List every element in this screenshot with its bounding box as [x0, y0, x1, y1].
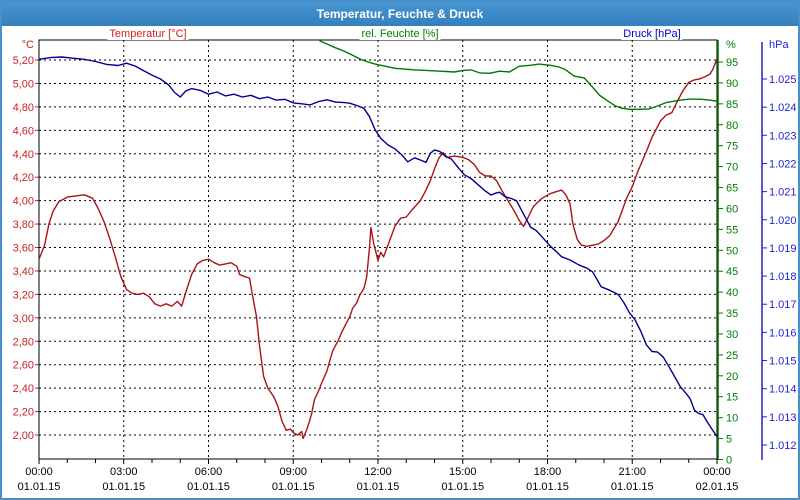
x-axis-date-label: 01.01.15: [441, 481, 484, 493]
pressure-axis-tick-label: 1.021: [769, 187, 797, 199]
humidity-axis-tick-label: 85: [726, 99, 738, 111]
x-axis-date-label: 01.01.15: [611, 481, 654, 493]
pressure-axis-tick-label: 1.013: [769, 412, 797, 424]
humidity-axis-tick-label: 65: [726, 183, 738, 195]
temp-axis-tick-label: 2,40: [13, 383, 34, 395]
temp-axis-tick-label: 4,60: [13, 125, 34, 137]
title-bar: Temperatur, Feuchte & Druck: [2, 2, 798, 26]
temp-axis-header: °C: [22, 39, 34, 51]
humidity-axis-tick-label: 60: [726, 203, 738, 215]
temp-axis-tick-label: 4,80: [13, 102, 34, 114]
pressure-axis-tick-label: 1.015: [769, 356, 797, 368]
temp-axis-tick-label: 2,20: [13, 407, 34, 419]
humidity-axis-tick-label: 30: [726, 329, 738, 341]
series-label-humidity: rel. Feuchte [%]: [359, 28, 441, 40]
x-axis-date-label: 01.01.15: [526, 481, 569, 493]
temp-axis-tick-label: 2,80: [13, 336, 34, 348]
x-axis-time-label: 15:00: [449, 466, 477, 478]
temp-axis-tick-label: 5,00: [13, 78, 34, 90]
x-axis-time-label: 18:00: [534, 466, 562, 478]
x-axis-time-label: 00:00: [703, 466, 731, 478]
humidity-axis-tick-label: 70: [726, 162, 738, 174]
x-axis-date-label: 02.01.15: [696, 481, 739, 493]
pressure-axis-tick-label: 1.022: [769, 158, 797, 170]
temp-axis-tick-label: 3,40: [13, 266, 34, 278]
humidity-axis-tick-label: 10: [726, 413, 738, 425]
pressure-axis-tick-label: 1.012: [769, 440, 797, 452]
chart-area: Temperatur [°C] rel. Feuchte [%] Druck […: [2, 26, 798, 498]
humidity-axis-tick-label: 5: [726, 434, 732, 446]
x-axis-date-label: 01.01.15: [272, 481, 315, 493]
series-line-pressure: [39, 56, 717, 438]
temp-axis-tick-label: 5,20: [13, 55, 34, 67]
humidity-axis-tick-label: 35: [726, 308, 738, 320]
humidity-axis-tick-label: 95: [726, 57, 738, 69]
temp-axis-tick-label: 3,00: [13, 313, 34, 325]
humidity-axis-tick-label: 45: [726, 266, 738, 278]
pressure-axis-tick-label: 1.017: [769, 299, 797, 311]
humidity-axis-header: %: [726, 39, 736, 51]
pressure-axis-tick-label: 1.016: [769, 327, 797, 339]
x-axis-date-label: 01.01.15: [357, 481, 400, 493]
series-label-pressure: Druck [hPa]: [621, 28, 683, 40]
pressure-axis-tick-label: 1.018: [769, 271, 797, 283]
pressure-axis-tick-label: 1.014: [769, 384, 797, 396]
series-line-humidity: [319, 40, 717, 111]
humidity-axis-tick-label: 55: [726, 224, 738, 236]
chart-canvas: 5,20 5,00 4,80 4,60 4,40 4,20 4,00 3,80 3,60 3,40…: [13, 39, 797, 493]
pressure-axis-header: hPa: [769, 39, 789, 51]
temp-axis-tick-label: 2,60: [13, 360, 34, 372]
x-axis-time-label: 06:00: [195, 466, 223, 478]
humidity-axis-tick-label: 90: [726, 78, 738, 90]
x-axis-time-label: 00:00: [25, 466, 53, 478]
humidity-axis-tick-label: 0: [726, 455, 732, 467]
humidity-axis-tick-label: 15: [726, 392, 738, 404]
temp-axis-tick-label: 3,60: [13, 243, 34, 255]
humidity-axis-tick-label: 75: [726, 141, 738, 153]
temp-axis-tick-label: 4,00: [13, 196, 34, 208]
humidity-axis-tick-label: 25: [726, 350, 738, 362]
series-label-temperature: Temperatur [°C]: [107, 28, 189, 40]
temp-axis-tick-label: 2,00: [13, 430, 34, 442]
x-axis-time-label: 21:00: [618, 466, 646, 478]
window-title: Temperatur, Feuchte & Druck: [316, 7, 484, 21]
pressure-axis-tick-label: 1.020: [769, 215, 797, 227]
x-axis-time-label: 09:00: [279, 466, 307, 478]
temp-axis-tick-label: 3,20: [13, 289, 34, 301]
series-line-temperature: [39, 58, 717, 440]
x-axis-date-label: 01.01.15: [187, 481, 230, 493]
humidity-axis-tick-label: 50: [726, 245, 738, 257]
humidity-axis-tick-label: 80: [726, 120, 738, 132]
temp-axis-tick-label: 4,40: [13, 149, 34, 161]
x-axis-time-label: 12:00: [364, 466, 392, 478]
temp-axis-tick-label: 4,20: [13, 172, 34, 184]
x-axis-time-label: 03:00: [110, 466, 138, 478]
humidity-axis-tick-label: 40: [726, 287, 738, 299]
x-axis-date-label: 01.01.15: [18, 481, 61, 493]
x-axis-date-label: 01.01.15: [102, 481, 145, 493]
pressure-axis-tick-label: 1.019: [769, 243, 797, 255]
humidity-axis-tick-label: 20: [726, 371, 738, 383]
temp-axis-tick-label: 3,80: [13, 219, 34, 231]
pressure-axis-tick-label: 1.023: [769, 130, 797, 142]
pressure-axis-tick-label: 1.024: [769, 102, 797, 114]
pressure-axis-tick-label: 1.025: [769, 74, 797, 86]
